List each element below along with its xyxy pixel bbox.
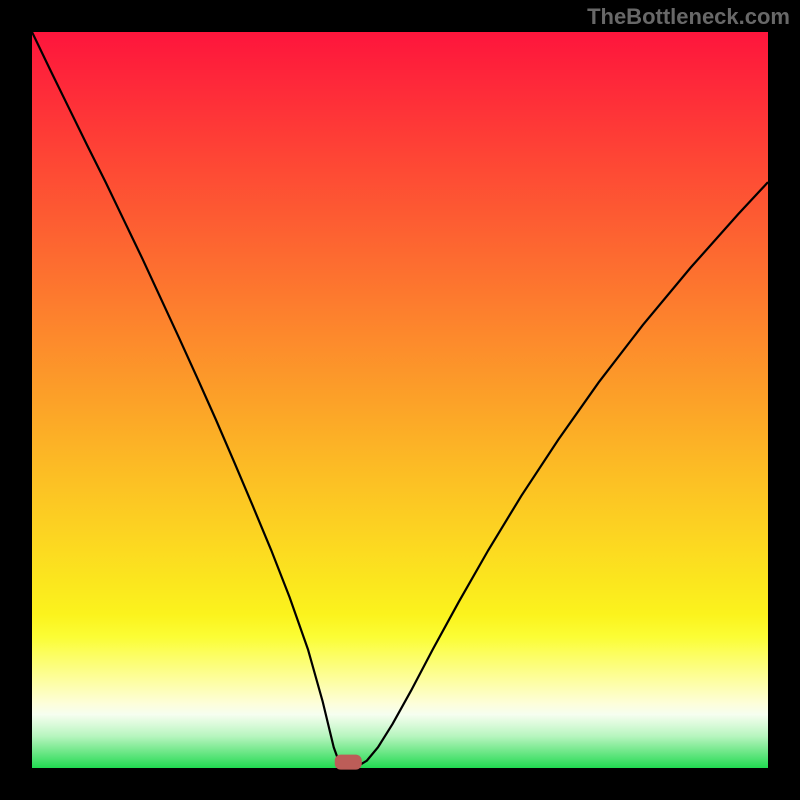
watermark-text: TheBottleneck.com bbox=[587, 4, 790, 30]
plot-area bbox=[32, 32, 768, 768]
optimal-point-marker bbox=[335, 755, 361, 770]
bottleneck-curve bbox=[32, 32, 768, 768]
